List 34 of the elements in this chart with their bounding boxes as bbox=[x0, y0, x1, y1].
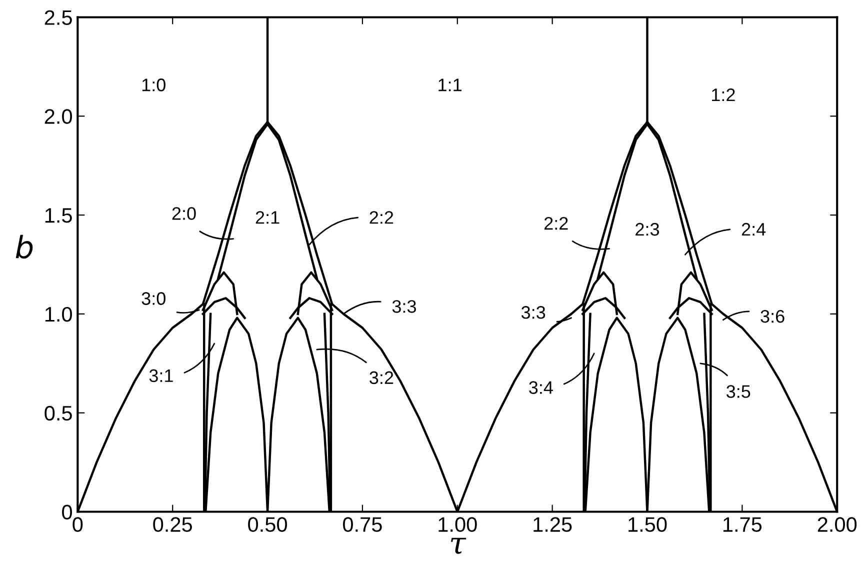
annotation: 3:2 bbox=[370, 371, 394, 384]
x-tick-label: 0.75 bbox=[343, 517, 382, 532]
annotation: 2:3 bbox=[636, 222, 660, 236]
annotation: 1:1 bbox=[438, 78, 462, 92]
x-tick-label: 1.00 bbox=[438, 517, 477, 532]
y-tick-label: 1.5 bbox=[45, 208, 72, 223]
x-tick-label: 0.50 bbox=[248, 517, 287, 532]
annotation: 3:4 bbox=[529, 381, 553, 394]
x-tick-label: 2.00 bbox=[818, 517, 857, 532]
annotation: 3:5 bbox=[726, 385, 750, 398]
x-tick-label: 1.25 bbox=[534, 517, 572, 532]
annotation: 2:1 bbox=[256, 211, 280, 224]
annotation: 2:0 bbox=[172, 207, 196, 220]
x-axis-title: τ bbox=[450, 538, 466, 554]
annotation: 2:4 bbox=[742, 222, 766, 236]
annotation: 3:3 bbox=[392, 300, 416, 313]
annotation: 1:0 bbox=[142, 78, 166, 92]
annotation: 3:0 bbox=[142, 292, 166, 305]
y-tick-label: 2.5 bbox=[44, 10, 72, 26]
x-tick-label: 1.75 bbox=[723, 517, 762, 532]
annotation: 3:6 bbox=[760, 310, 784, 323]
x-tick-label: 0.25 bbox=[153, 517, 192, 532]
y-tick-label: 0.5 bbox=[44, 406, 72, 421]
x-tick-label: 0 bbox=[72, 517, 83, 532]
annotation: 3:3 bbox=[521, 306, 546, 319]
annotation: 3:1 bbox=[149, 369, 173, 382]
y-axis-title: b bbox=[16, 234, 33, 259]
annotation: 1:2 bbox=[712, 88, 735, 102]
annotation: 2:2 bbox=[370, 211, 394, 224]
annotation: 2:2 bbox=[544, 217, 568, 230]
y-tick-label: 2.0 bbox=[44, 109, 72, 124]
y-tick-label: 0 bbox=[62, 504, 72, 520]
x-tick-label: 1.50 bbox=[628, 517, 667, 532]
y-tick-label: 1.0 bbox=[45, 306, 72, 322]
